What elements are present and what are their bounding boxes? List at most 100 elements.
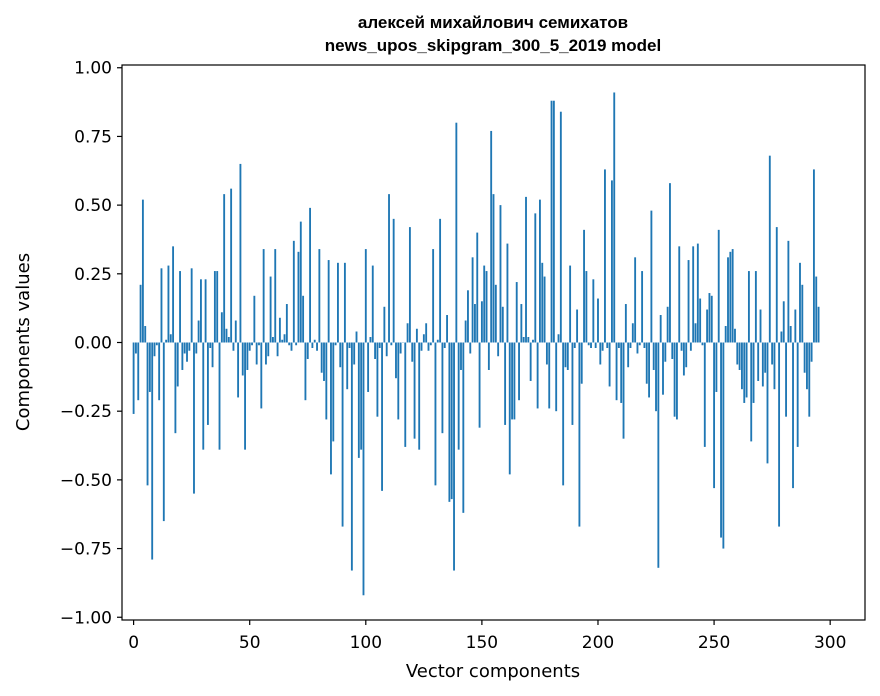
bar — [443, 342, 446, 348]
bar — [785, 342, 787, 417]
bar — [397, 342, 400, 420]
bar — [378, 342, 381, 348]
y-axis-label: Components values — [13, 253, 34, 431]
bar — [413, 342, 416, 439]
y-tick-label: 0.25 — [74, 265, 112, 285]
bar — [713, 342, 716, 489]
bar — [374, 342, 377, 359]
bar — [160, 268, 163, 343]
bar — [773, 342, 776, 390]
bar — [657, 342, 660, 568]
bar — [395, 342, 397, 379]
bar — [552, 100, 555, 343]
bar — [186, 342, 188, 362]
bar — [655, 342, 657, 412]
bar — [200, 279, 202, 343]
bar — [513, 342, 516, 420]
bar — [441, 342, 444, 434]
bar — [325, 342, 328, 420]
bar — [306, 342, 309, 359]
bar — [545, 342, 548, 365]
bar — [457, 342, 460, 450]
bar — [532, 339, 534, 343]
bar — [717, 229, 720, 343]
bar — [583, 229, 585, 343]
bar — [608, 342, 611, 387]
bar — [731, 249, 734, 343]
bar — [471, 257, 474, 343]
bar — [803, 342, 806, 373]
bar — [720, 342, 722, 538]
bar — [404, 342, 407, 447]
bar — [343, 262, 346, 343]
bar — [436, 339, 439, 343]
bar — [460, 342, 462, 370]
x-axis-label: Vector components — [406, 661, 580, 682]
bar — [487, 342, 490, 370]
bar — [422, 334, 425, 343]
bar — [262, 249, 265, 343]
bar — [446, 315, 448, 343]
bar — [771, 342, 774, 365]
bar — [578, 342, 581, 527]
bar — [420, 342, 423, 351]
bar — [787, 240, 790, 343]
bar — [529, 342, 532, 381]
bar — [258, 342, 260, 346]
bar — [285, 304, 288, 343]
bar — [439, 218, 442, 343]
bar — [169, 334, 172, 343]
bar — [290, 342, 293, 351]
bar — [501, 306, 504, 343]
bar — [318, 249, 321, 343]
bar — [281, 339, 284, 343]
bar — [736, 342, 739, 365]
bar — [408, 227, 411, 343]
bar — [132, 342, 135, 414]
bar — [673, 342, 676, 417]
bar — [641, 271, 644, 343]
bar — [450, 342, 453, 500]
bar — [652, 342, 655, 370]
bar — [383, 306, 386, 343]
bar — [165, 339, 168, 343]
bar — [703, 342, 706, 447]
bar — [796, 342, 799, 447]
bar — [775, 227, 778, 343]
bar — [274, 249, 277, 343]
bar — [759, 309, 762, 343]
bar — [729, 251, 732, 343]
bar — [662, 342, 664, 395]
bar — [334, 342, 337, 346]
bar — [172, 246, 175, 343]
bar — [278, 317, 281, 343]
bar — [146, 342, 149, 486]
bar — [209, 342, 212, 348]
bar — [371, 265, 374, 343]
bar — [327, 260, 330, 343]
bars-group — [132, 92, 820, 596]
bar — [309, 207, 311, 343]
bar — [353, 342, 356, 365]
bar — [485, 271, 488, 343]
bar — [506, 243, 509, 343]
bar — [339, 342, 342, 368]
bar — [195, 342, 198, 354]
bar — [569, 265, 572, 343]
bar — [302, 295, 305, 343]
bar — [283, 334, 286, 343]
bar — [362, 342, 365, 596]
bar — [706, 309, 709, 343]
bar — [573, 342, 576, 348]
x-tick-label: 50 — [239, 633, 261, 653]
bar — [592, 279, 595, 343]
bar — [559, 111, 562, 343]
bar — [669, 183, 671, 343]
bar — [346, 342, 349, 390]
bar — [515, 282, 518, 343]
chart-subtitle: news_upos_skipgram_300_5_2019 model — [325, 36, 661, 55]
plot-frame — [121, 64, 866, 621]
bar — [434, 342, 437, 486]
bar — [650, 210, 653, 343]
